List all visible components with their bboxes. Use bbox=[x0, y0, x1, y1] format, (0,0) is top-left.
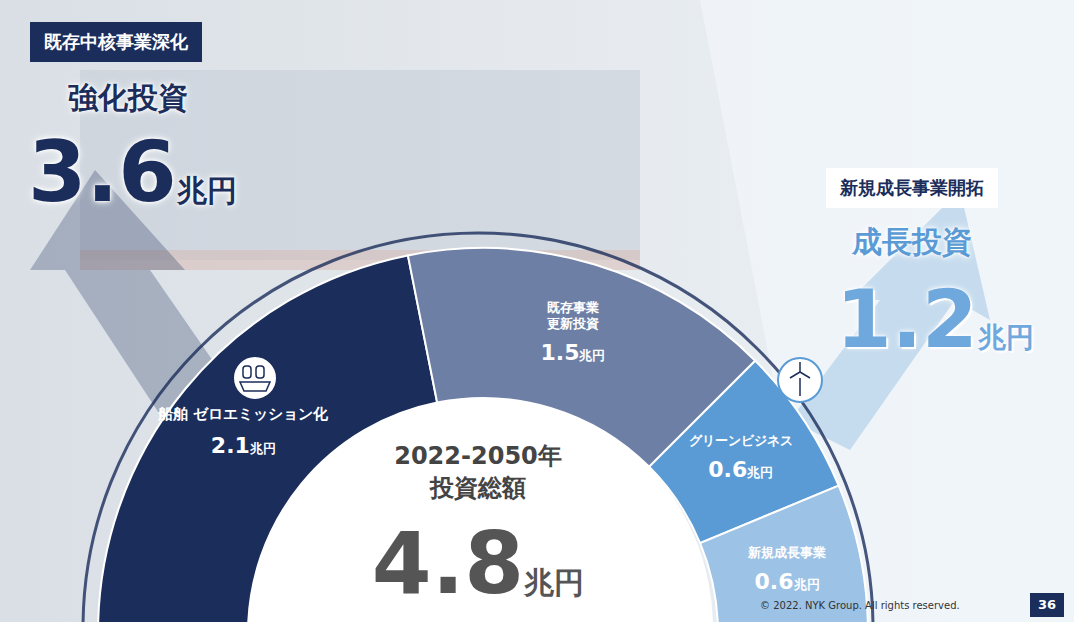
html-text:既存中核事業深化: 既存中核事業深化 bbox=[44, 31, 188, 52]
svg-text:既存事業: 既存事業 bbox=[547, 300, 599, 315]
svg-text:更新投資: 更新投資 bbox=[547, 316, 599, 331]
html-text:投資総額: 投資総額 bbox=[430, 474, 526, 503]
html-text:2022-2050年: 2022-2050年 bbox=[394, 442, 562, 470]
svg-text:船舶 ゼロエミッション化: 船舶 ゼロエミッション化 bbox=[157, 405, 329, 423]
svg-text:グリーンビジネス: グリーンビジネス bbox=[689, 433, 793, 448]
html-text:兆円: 兆円 bbox=[524, 565, 585, 600]
html-text:1.2: 1.2 bbox=[836, 273, 978, 366]
html-text:3.6: 3.6 bbox=[28, 123, 177, 221]
svg-text:0.6兆円: 0.6兆円 bbox=[755, 569, 820, 594]
html-text:新規成長事業開拓: 新規成長事業開拓 bbox=[840, 177, 984, 198]
html-text:36: 36 bbox=[1038, 597, 1056, 612]
svg-text:新規成長事業: 新規成長事業 bbox=[747, 545, 826, 560]
html-text:強化投資: 強化投資 bbox=[68, 80, 188, 115]
svg-text:1.5兆円: 1.5兆円 bbox=[540, 340, 605, 365]
html-text:4.8: 4.8 bbox=[371, 513, 525, 613]
html-text:成長投資: 成長投資 bbox=[852, 224, 972, 259]
svg-text:0.6兆円: 0.6兆円 bbox=[708, 457, 773, 482]
svg-text:2.1兆円: 2.1兆円 bbox=[211, 433, 276, 458]
html-text:© 2022. NYK Group. All rights: © 2022. NYK Group. All rights reserved. bbox=[760, 600, 960, 611]
html-text:兆円: 兆円 bbox=[176, 173, 237, 208]
html-text:兆円: 兆円 bbox=[977, 321, 1034, 354]
